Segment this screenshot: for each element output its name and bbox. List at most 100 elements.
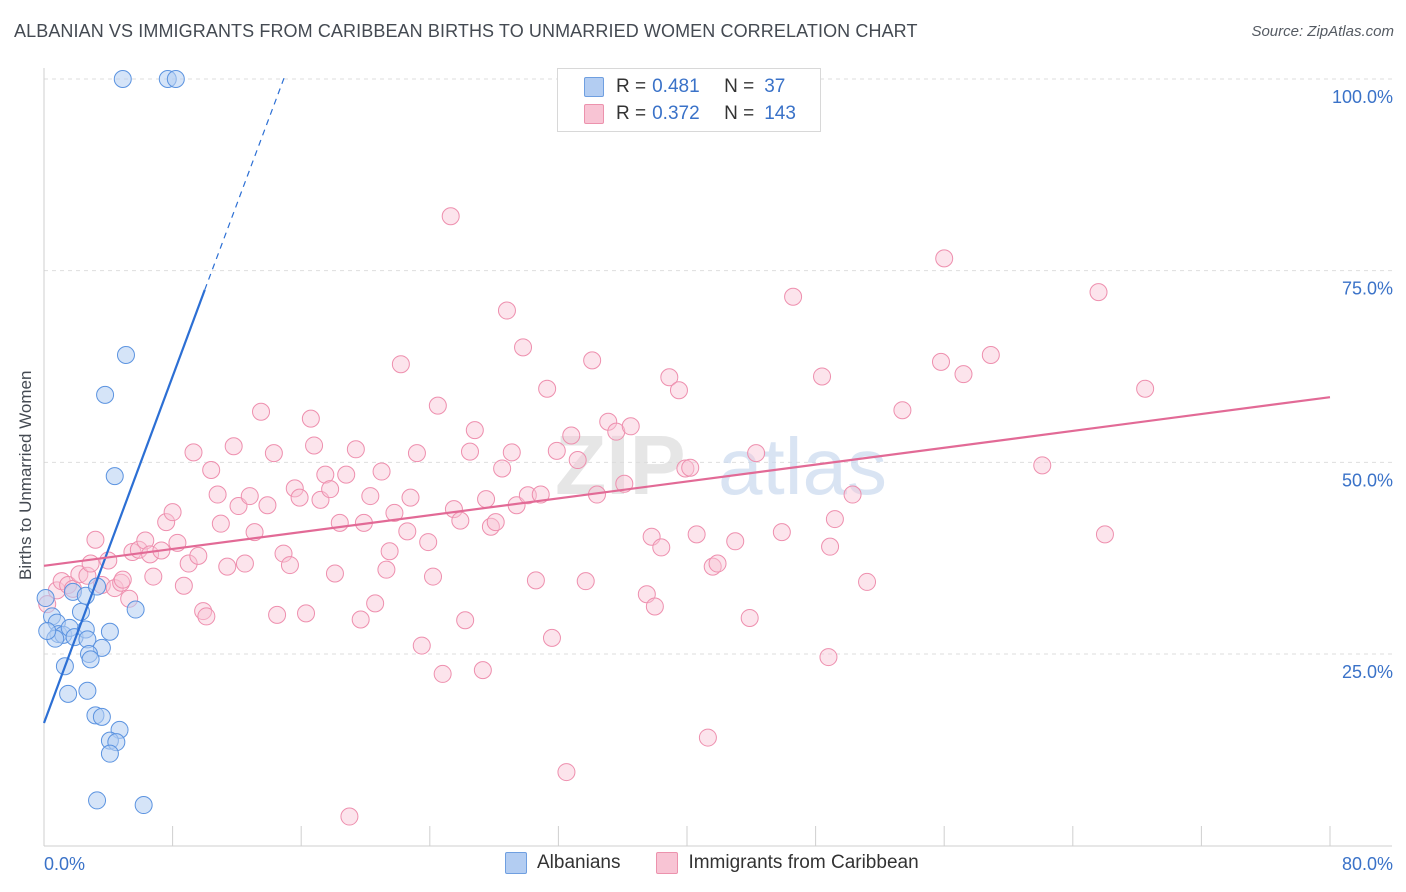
albanian-point	[78, 681, 97, 700]
albanian-point	[81, 650, 100, 669]
albanian-point	[105, 467, 124, 486]
caribbean-point	[740, 608, 759, 627]
caribbean-point	[538, 379, 557, 398]
caribbean-trend-line	[43, 396, 1331, 567]
albanian-point	[92, 707, 111, 726]
albanian-point	[59, 684, 78, 703]
caribbean-point	[825, 510, 844, 529]
caribbean-point	[321, 480, 340, 499]
caribbean-point	[258, 496, 277, 515]
albanian-point	[166, 70, 185, 88]
legend-n-value: 37	[764, 76, 786, 97]
caribbean-point	[407, 444, 426, 463]
caribbean-point	[361, 487, 380, 506]
caribbean-point	[245, 523, 264, 542]
legend-r-value: 0.372	[652, 103, 700, 124]
caribbean-point	[113, 570, 132, 589]
legend-n-value: 143	[764, 103, 796, 124]
caribbean-point	[676, 459, 695, 478]
caribbean-point	[433, 664, 452, 683]
caribbean-point	[340, 807, 359, 826]
chart-title: ALBANIAN VS IMMIGRANTS FROM CARIBBEAN BI…	[14, 21, 918, 41]
trend-lines	[42, 74, 1331, 724]
caribbean-point	[391, 355, 410, 374]
caribbean-point	[669, 381, 688, 400]
caribbean-point	[189, 546, 208, 565]
caribbean-points	[38, 207, 1155, 826]
caribbean-point	[698, 728, 717, 747]
caribbean-point	[931, 352, 950, 371]
caribbean-point	[576, 572, 595, 591]
caribbean-point	[547, 441, 566, 460]
caribbean-point	[224, 437, 243, 456]
caribbean-point	[297, 604, 316, 623]
caribbean-point	[235, 554, 254, 573]
caribbean-point	[726, 532, 745, 551]
caribbean-point	[493, 459, 512, 478]
caribbean-point	[681, 458, 700, 477]
caribbean-point	[372, 462, 391, 481]
caribbean-point	[981, 346, 1000, 364]
legend-row-albanians: R = 0.481 N = 37	[584, 75, 785, 99]
albanian-point	[100, 622, 119, 641]
y-tick-label: 100.0%	[1332, 87, 1393, 107]
legend-swatch-caribbean	[656, 852, 679, 874]
caribbean-point	[1095, 525, 1114, 544]
legend-item-albanians[interactable]: Albanians	[505, 852, 620, 874]
caribbean-point	[86, 530, 105, 549]
caribbean-point	[821, 537, 840, 556]
caribbean-point	[208, 485, 227, 504]
caribbean-point	[274, 544, 293, 563]
caribbean-point	[813, 367, 832, 386]
y-tick-label: 75.0%	[1342, 279, 1393, 299]
caribbean-point	[252, 402, 271, 421]
caribbean-point	[81, 554, 100, 573]
caribbean-point	[784, 287, 803, 306]
caribbean-point	[526, 571, 545, 590]
caribbean-point	[211, 514, 230, 533]
caribbean-point	[1033, 456, 1052, 475]
caribbean-point	[268, 605, 287, 624]
caribbean-point	[285, 479, 304, 498]
legend-r-value: 0.481	[652, 76, 700, 97]
albanian-trend-line	[42, 289, 206, 724]
caribbean-point	[531, 485, 550, 504]
caribbean-point	[157, 513, 176, 532]
caribbean-point	[583, 351, 602, 370]
caribbean-point	[893, 401, 912, 420]
y-tick-label: 50.0%	[1342, 470, 1393, 490]
caribbean-point	[660, 368, 679, 387]
albanian-point	[100, 744, 119, 763]
albanian-point	[126, 600, 145, 619]
albanian-point	[134, 796, 153, 815]
caribbean-point	[703, 557, 722, 576]
caribbean-point	[316, 465, 335, 484]
caribbean-point	[385, 503, 404, 522]
caribbean-point	[346, 440, 365, 459]
albanian-point	[116, 346, 135, 364]
gridlines	[44, 78, 1392, 655]
caribbean-point	[477, 490, 496, 509]
caribbean-point	[568, 451, 587, 470]
caribbean-point	[136, 531, 155, 550]
caribbean-point	[451, 511, 470, 530]
caribbean-point	[645, 597, 664, 616]
caribbean-point	[301, 409, 320, 428]
caribbean-point	[1136, 379, 1155, 398]
albanian-point	[36, 589, 55, 608]
legend-n-label: N =	[724, 76, 755, 97]
albanian-point	[88, 791, 107, 810]
caribbean-point	[112, 573, 131, 592]
caribbean-point	[351, 610, 370, 629]
caribbean-point	[290, 488, 309, 507]
caribbean-point	[412, 636, 431, 655]
legend-item-caribbean[interactable]: Immigrants from Caribbean	[656, 852, 919, 874]
caribbean-point	[562, 426, 581, 445]
caribbean-point	[240, 487, 259, 506]
albanian-point	[96, 385, 115, 404]
caribbean-point	[305, 436, 324, 455]
caribbean-point	[202, 461, 221, 479]
caribbean-point	[819, 648, 838, 667]
caribbean-point	[174, 576, 193, 595]
